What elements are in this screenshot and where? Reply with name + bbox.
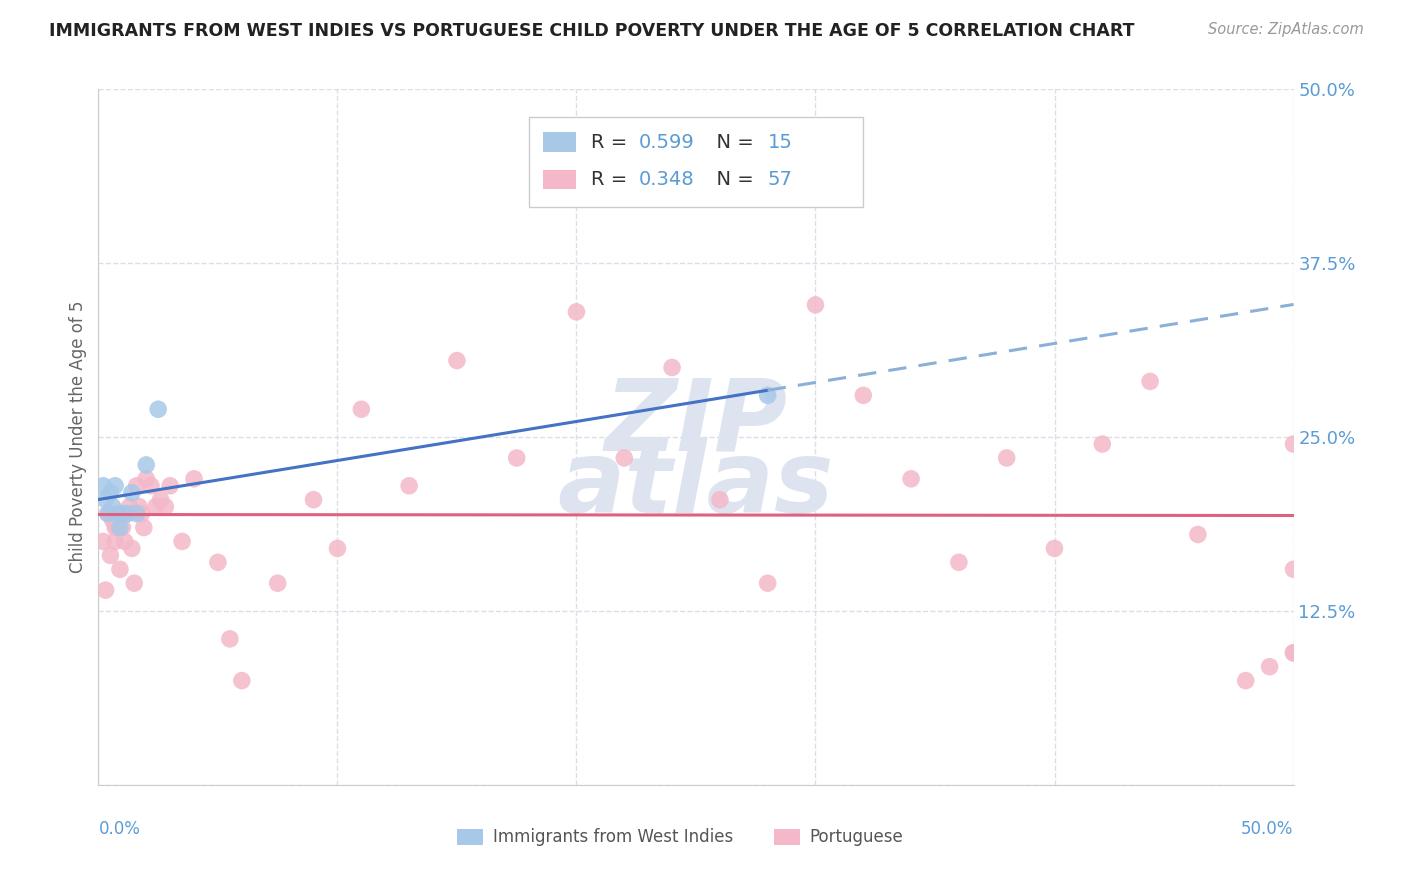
Point [326, 541, 349, 556]
Text: atlas: atlas [558, 437, 834, 534]
Text: R =: R = [591, 133, 633, 152]
Point [108, 520, 131, 534]
Point [709, 492, 731, 507]
Text: 57: 57 [768, 170, 793, 189]
Text: 50.0%: 50.0% [1241, 820, 1294, 838]
FancyBboxPatch shape [457, 830, 484, 845]
Point [148, 402, 170, 417]
Point [107, 520, 129, 534]
Point [565, 305, 588, 319]
Point [104, 520, 127, 534]
Text: N =: N = [704, 133, 761, 152]
Point [267, 576, 290, 591]
Point [132, 520, 155, 534]
Point [900, 472, 922, 486]
Point [350, 402, 373, 417]
FancyBboxPatch shape [529, 117, 863, 208]
Point [135, 458, 157, 472]
Text: 0.599: 0.599 [638, 133, 695, 152]
Text: 0.0%: 0.0% [98, 820, 141, 838]
Point [231, 673, 253, 688]
Point [1282, 562, 1305, 576]
Point [104, 479, 127, 493]
Point [613, 450, 636, 465]
Point [139, 479, 162, 493]
Point [124, 576, 146, 591]
Point [115, 507, 138, 521]
Point [125, 479, 148, 493]
Point [172, 534, 194, 549]
Point [97, 507, 120, 521]
Point [149, 492, 172, 507]
Point [108, 562, 131, 576]
Point [121, 541, 143, 556]
Point [107, 507, 129, 521]
Point [506, 450, 529, 465]
Point [1282, 646, 1305, 660]
Point [1091, 437, 1114, 451]
Point [1139, 375, 1161, 389]
Point [131, 507, 153, 521]
Point [98, 549, 122, 563]
Point [1282, 437, 1305, 451]
Point [121, 485, 143, 500]
Point [101, 514, 124, 528]
Point [101, 500, 124, 514]
Point [302, 492, 325, 507]
Point [995, 450, 1018, 465]
FancyBboxPatch shape [543, 169, 576, 189]
Text: R =: R = [591, 170, 633, 189]
Point [183, 472, 205, 486]
FancyBboxPatch shape [773, 830, 800, 845]
Point [145, 500, 167, 514]
Point [114, 534, 136, 549]
Point [98, 485, 122, 500]
Point [1234, 673, 1257, 688]
Y-axis label: Child Poverty Under the Age of 5: Child Poverty Under the Age of 5 [69, 301, 87, 574]
Point [1043, 541, 1066, 556]
Point [125, 507, 148, 521]
Point [1187, 527, 1209, 541]
Point [135, 472, 157, 486]
Point [948, 555, 970, 569]
Text: Portuguese: Portuguese [810, 828, 903, 847]
Point [128, 500, 150, 514]
Point [207, 555, 229, 569]
Point [1258, 659, 1281, 673]
Text: 0.348: 0.348 [638, 170, 695, 189]
Point [111, 520, 134, 534]
Point [852, 388, 875, 402]
Point [97, 507, 120, 521]
Text: ZIP: ZIP [605, 375, 787, 472]
Point [446, 353, 468, 368]
Point [1282, 646, 1305, 660]
Text: 15: 15 [768, 133, 793, 152]
Point [661, 360, 683, 375]
Point [118, 500, 141, 514]
Point [219, 632, 242, 646]
Text: Source: ZipAtlas.com: Source: ZipAtlas.com [1208, 22, 1364, 37]
Text: Immigrants from West Indies: Immigrants from West Indies [494, 828, 733, 847]
Point [159, 479, 181, 493]
Point [91, 534, 114, 549]
Point [398, 479, 420, 493]
FancyBboxPatch shape [543, 132, 576, 152]
Point [111, 507, 134, 521]
Point [115, 507, 138, 521]
Point [104, 534, 127, 549]
Point [155, 500, 177, 514]
Point [756, 388, 779, 402]
Point [756, 576, 779, 591]
Text: IMMIGRANTS FROM WEST INDIES VS PORTUGUESE CHILD POVERTY UNDER THE AGE OF 5 CORRE: IMMIGRANTS FROM WEST INDIES VS PORTUGUES… [49, 22, 1135, 40]
Point [94, 583, 117, 598]
Point [91, 479, 114, 493]
Point [804, 298, 827, 312]
Point [94, 492, 117, 507]
Text: N =: N = [704, 170, 761, 189]
